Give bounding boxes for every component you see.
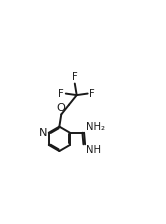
Text: NH: NH — [86, 145, 101, 155]
Text: NH₂: NH₂ — [86, 122, 105, 132]
Text: O: O — [57, 103, 65, 113]
Text: F: F — [89, 88, 95, 99]
Text: F: F — [72, 72, 78, 82]
Text: F: F — [58, 88, 64, 99]
Text: N: N — [39, 128, 47, 138]
